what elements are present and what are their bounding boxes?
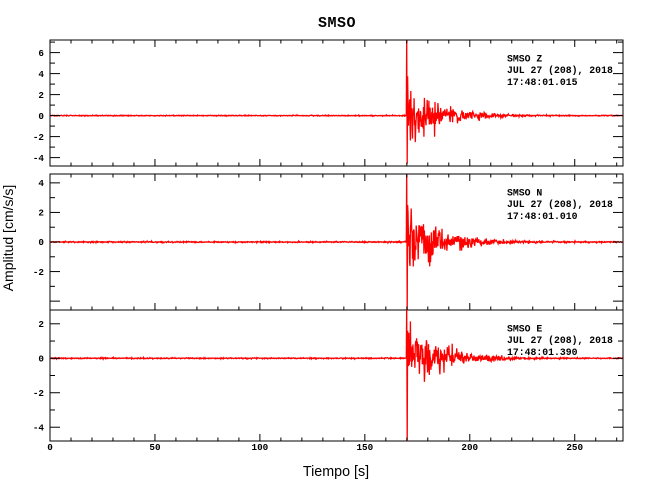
svg-text:17:48:01.015: 17:48:01.015 [507,77,578,88]
svg-text:17:48:01.010: 17:48:01.010 [507,211,578,222]
svg-text:250: 250 [566,442,583,453]
svg-text:0: 0 [47,442,53,453]
svg-text:-4: -4 [33,153,45,164]
svg-text:SMSO E: SMSO E [507,323,542,334]
svg-text:Amplitud [cm/s/s]: Amplitud [cm/s/s] [0,185,16,292]
svg-text:Tiempo [s]: Tiempo [s] [303,464,369,480]
svg-text:50: 50 [149,442,161,453]
svg-text:0: 0 [38,111,44,122]
svg-text:17:48:01.390: 17:48:01.390 [507,347,578,358]
svg-text:2: 2 [38,208,44,219]
svg-text:-2: -2 [33,388,45,399]
svg-text:100: 100 [252,442,269,453]
svg-text:0: 0 [38,237,44,248]
svg-text:2: 2 [38,90,44,101]
svg-text:-2: -2 [33,132,45,143]
svg-text:6: 6 [38,48,44,59]
svg-text:JUL 27 (208), 2018: JUL 27 (208), 2018 [507,65,613,76]
svg-text:4: 4 [38,69,44,80]
svg-text:JUL 27 (208), 2018: JUL 27 (208), 2018 [507,335,613,346]
svg-text:150: 150 [356,442,373,453]
svg-text:-4: -4 [33,422,45,433]
svg-text:200: 200 [461,442,478,453]
svg-text:SMSO N: SMSO N [507,187,542,198]
svg-text:SMSO Z: SMSO Z [507,53,542,64]
svg-text:0: 0 [38,353,44,364]
svg-text:-2: -2 [33,267,45,278]
svg-text:4: 4 [38,178,44,189]
svg-text:SMSO: SMSO [318,15,356,32]
svg-text:2: 2 [38,319,44,330]
svg-text:JUL 27 (208), 2018: JUL 27 (208), 2018 [507,199,613,210]
